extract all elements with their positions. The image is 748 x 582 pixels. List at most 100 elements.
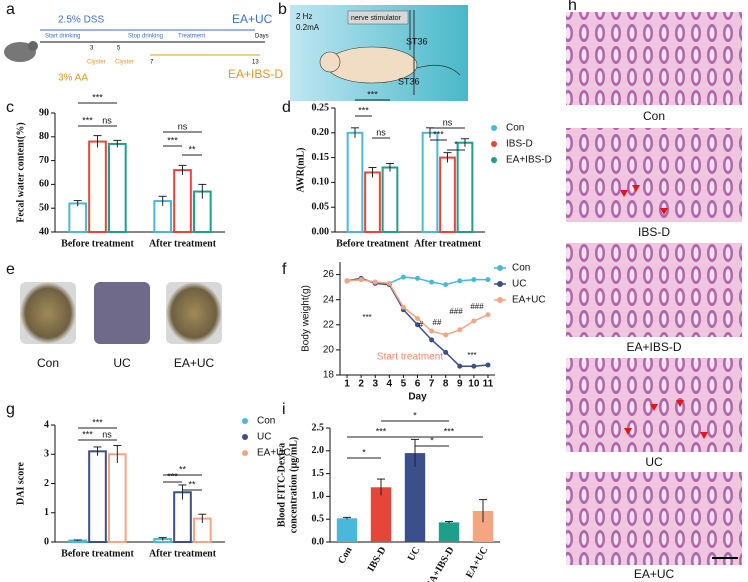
day-tick: 7	[150, 60, 154, 66]
bar	[108, 453, 127, 543]
y-axis-label: Blood FITC-Dextra	[276, 443, 287, 527]
significance-label: **	[188, 144, 196, 154]
legend-swatch	[242, 450, 248, 456]
significance-label: ***	[92, 92, 103, 102]
x-tick-label: Con	[336, 545, 355, 566]
y-tick-label: 0	[44, 536, 49, 547]
significance-label: ***	[167, 471, 178, 481]
histology: Con IBS-D EA+IBS-D UC EA+UC	[566, 12, 742, 581]
marker	[372, 279, 378, 285]
significance-label: ns	[102, 429, 112, 439]
legend-label: EA+UC	[512, 295, 546, 306]
legend-label: UC	[257, 432, 271, 443]
step-label: Treatment	[178, 34, 205, 40]
x-tick-label: After treatment	[149, 548, 217, 559]
significance-label: ***	[92, 417, 103, 427]
panel-label: h	[568, 0, 577, 14]
aa-label: 3% AA	[58, 73, 88, 84]
x-tick-label: After treatment	[414, 238, 482, 249]
x-tick-label: 7	[429, 379, 435, 390]
marker	[415, 316, 420, 321]
y-axis-label: Body weight(g)	[301, 285, 312, 352]
marker	[429, 328, 435, 334]
x-tick-label: 4	[387, 379, 393, 390]
y-axis-label: Fecal water content(%)	[15, 122, 26, 222]
annotation: ***	[362, 313, 371, 322]
significance-label: *	[454, 139, 458, 149]
pellet-label: EA+UC	[174, 356, 215, 370]
y-tick-label: 0.10	[312, 177, 330, 188]
y-tick-label: 1.0	[312, 491, 325, 502]
x-tick-label: 5	[401, 379, 407, 390]
y-tick-label: 2	[44, 478, 49, 489]
marker	[457, 327, 463, 333]
annotation: ***	[467, 351, 476, 360]
y-tick-label: 0.5	[312, 513, 325, 524]
marker	[471, 318, 477, 324]
y-axis-label: AWR(mL)	[295, 148, 306, 193]
bar	[364, 171, 381, 233]
marker	[471, 277, 477, 283]
y-tick-label: 18	[323, 370, 335, 381]
significance-label: ns	[178, 121, 188, 131]
day-tick: 5	[117, 46, 121, 52]
bar	[108, 142, 127, 233]
legend-swatch	[497, 265, 503, 271]
y-tick-label: 4	[44, 419, 49, 430]
axis-label: Days	[255, 34, 269, 40]
panel-label: g	[6, 401, 15, 418]
significance-label: ns	[443, 117, 453, 127]
bar	[88, 140, 107, 233]
marker	[471, 363, 477, 369]
y-tick-label: 1.5	[312, 468, 325, 479]
x-tick-label: 10	[468, 379, 480, 390]
legend-label: EA+UC	[257, 448, 291, 459]
marker	[457, 363, 463, 369]
x-tick-label: 6	[415, 379, 421, 390]
significance-label: ***	[167, 135, 178, 145]
significance-label: *	[362, 447, 366, 457]
y-tick-label: 0.25	[312, 102, 330, 113]
bar	[88, 450, 107, 544]
x-tick-label: 9	[457, 379, 463, 390]
stimulation-diagram: 2 Hz 0.2mA nerve stimulator ST36 ST36	[290, 5, 468, 101]
y-tick-label: 80	[39, 131, 49, 142]
histology-label: UC	[645, 455, 663, 469]
legend-label: EA+IBS-D	[506, 155, 552, 166]
pellet-label: UC	[113, 356, 131, 370]
y-tick-label: 2.0	[312, 445, 325, 456]
bar	[438, 522, 460, 542]
y-tick-label: 40	[39, 226, 49, 237]
legend-label: IBS-D	[506, 139, 533, 150]
y-axis-label: concentration (μg/mL)	[288, 437, 299, 533]
y-axis-label: DAI score	[15, 462, 26, 505]
marker	[400, 304, 406, 310]
marker	[386, 280, 392, 286]
y-tick-label: 70	[39, 155, 49, 166]
annotation: ###	[449, 307, 463, 316]
panel-label: a	[6, 1, 15, 18]
legend-swatch	[491, 125, 497, 131]
day-tick: 3	[90, 46, 94, 52]
significance-label: ns	[102, 115, 112, 125]
marker	[415, 322, 420, 328]
y-tick-label: 26	[323, 269, 335, 280]
significance-label: ***	[376, 426, 387, 436]
acupoint: ST36	[406, 36, 428, 46]
x-tick-label: Before treatment	[336, 238, 409, 249]
bar	[439, 156, 456, 234]
x-tick-label: 1	[344, 379, 350, 390]
histology-label: EA+UC	[634, 567, 675, 581]
panel-label: c	[6, 99, 14, 116]
step-label: Start drinking	[45, 34, 80, 40]
significance-label: ***	[444, 426, 455, 436]
legend-swatch	[497, 297, 503, 303]
marker	[485, 312, 491, 318]
y-tick-label: 3	[44, 449, 49, 460]
panel-label: e	[6, 261, 15, 278]
marker	[443, 282, 449, 288]
x-tick-label: 8	[443, 379, 449, 390]
stim-frequency: 2 Hz	[296, 12, 312, 21]
legend-swatch	[242, 418, 248, 424]
y-tick-label: 0.15	[312, 152, 330, 163]
